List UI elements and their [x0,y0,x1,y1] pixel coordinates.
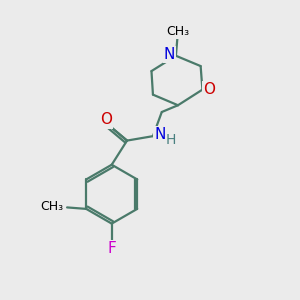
Text: N: N [164,47,175,62]
Text: F: F [107,241,116,256]
Text: H: H [165,133,176,147]
Text: O: O [203,82,215,97]
Text: CH₃: CH₃ [166,25,189,38]
Text: N: N [154,127,166,142]
Text: O: O [100,112,112,128]
Text: CH₃: CH₃ [40,200,64,213]
